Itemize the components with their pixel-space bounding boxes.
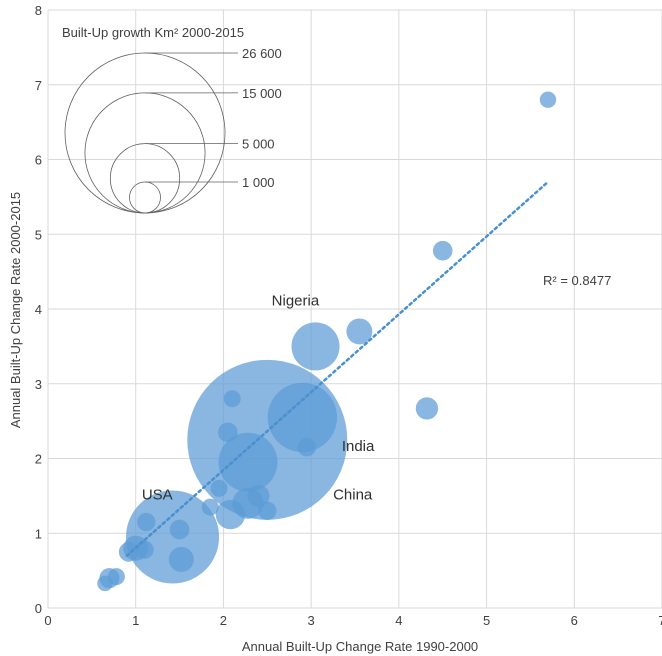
grid [47, 9, 662, 609]
bubble-series [97, 91, 557, 592]
y-tick-label: 7 [35, 78, 42, 93]
label-india: India [342, 438, 375, 455]
bubble [201, 498, 219, 516]
x-axis-title: Annual Built-Up Change Rate 1990-2000 [242, 639, 478, 654]
bubble [210, 479, 228, 497]
bubble [118, 542, 139, 562]
axes: 0 1 2 3 4 5 6 7 0 1 2 3 4 5 6 7 8 [35, 3, 662, 628]
legend-value: 15 000 [242, 86, 282, 101]
y-tick-label: 8 [35, 3, 42, 18]
x-tick-label: 2 [220, 613, 227, 628]
bubble [539, 91, 557, 108]
y-tick-label: 2 [35, 452, 42, 467]
x-tick-label: 3 [308, 613, 315, 628]
legend-circle [109, 143, 181, 214]
bubble-nigeria [291, 322, 340, 371]
bubble [297, 438, 316, 457]
point-labels: China USA India Nigeria [142, 292, 375, 503]
label-usa: USA [142, 487, 173, 504]
y-tick-label: 6 [35, 153, 42, 168]
y-tick-label: 3 [35, 377, 42, 392]
label-china: China [333, 487, 373, 504]
y-tick-label: 5 [35, 227, 42, 242]
bubble [169, 519, 190, 540]
label-nigeria: Nigeria [272, 292, 320, 309]
bubble [135, 540, 154, 559]
bubble [258, 501, 277, 521]
y-tick-label: 0 [35, 601, 42, 616]
bubble [432, 240, 453, 261]
x-tick-label: 1 [132, 613, 139, 628]
legend-circle [129, 181, 161, 214]
bubble [137, 512, 156, 532]
size-legend: Built-Up growth Km² 2000-2015 26 600 15 0… [62, 25, 282, 214]
bubble [168, 546, 194, 572]
y-tick-label: 4 [35, 302, 42, 317]
bubble [218, 422, 238, 443]
legend-value: 26 600 [242, 46, 282, 61]
legend-circle [84, 92, 206, 214]
y-axis-title: Annual Built-Up Change Rate 2000-2015 [8, 192, 23, 428]
bubble [223, 390, 241, 408]
bubble [415, 397, 439, 420]
legend-value: 5 000 [242, 137, 275, 152]
r-squared-label: R² = 0.8477 [543, 273, 611, 288]
x-tick-label: 5 [483, 613, 490, 628]
bubble-india [267, 382, 338, 453]
bubble [215, 499, 246, 530]
legend-title: Built-Up growth Km² 2000-2015 [62, 25, 244, 40]
bubble [346, 318, 373, 345]
legend-value: 1 000 [242, 175, 275, 190]
bubble [97, 575, 113, 592]
legend-circle [64, 52, 226, 214]
x-tick-label: 0 [44, 613, 51, 628]
bubble [247, 484, 270, 507]
trendline [125, 180, 550, 557]
x-tick-label: 6 [571, 613, 578, 628]
x-tick-label: 4 [395, 613, 402, 628]
x-tick-label: 7 [658, 613, 662, 628]
y-tick-label: 1 [35, 526, 42, 541]
bubble [218, 432, 278, 492]
